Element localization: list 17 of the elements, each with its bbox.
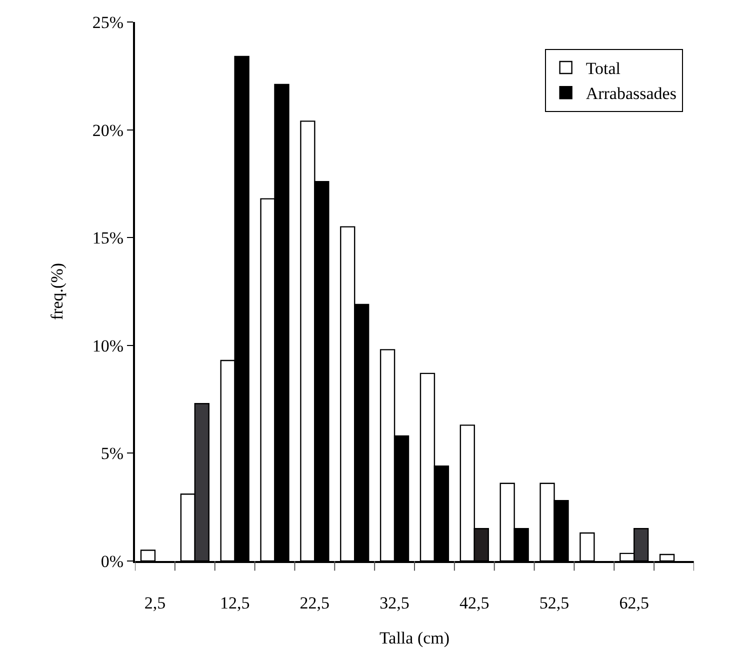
legend-label: Total (586, 59, 621, 78)
y-tick-label: 5% (100, 444, 124, 464)
x-axis-title: Talla (cm) (379, 628, 450, 648)
y-tick-label: 0% (100, 552, 124, 571)
y-tick-label: 15% (92, 228, 124, 248)
x-tick-label: 62,5 (619, 593, 649, 612)
y-tick-label: 25% (92, 12, 124, 32)
y-tick-label: 10% (92, 336, 124, 356)
legend-label: Arrabassades (586, 84, 676, 104)
y-axis-title: freq.(%) (47, 262, 66, 320)
x-tick-label: 52,5 (539, 593, 570, 612)
x-tick-label: 42,5 (460, 593, 490, 612)
x-tick-label: 22,5 (300, 593, 330, 612)
y-tick-label: 20% (92, 120, 124, 140)
x-tick-label: 12,5 (220, 593, 250, 612)
x-tick-label: 32,5 (380, 593, 410, 612)
x-tick-label: 2,5 (144, 593, 166, 612)
